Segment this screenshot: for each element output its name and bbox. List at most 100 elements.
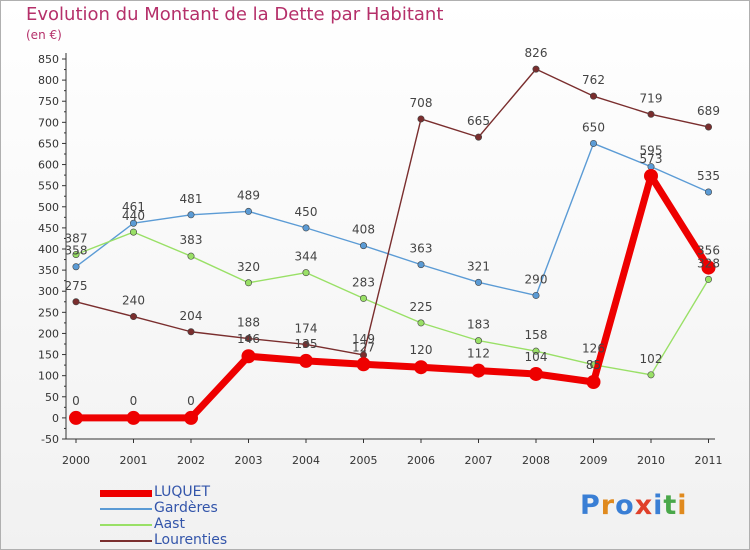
data-label: 762 (582, 73, 605, 87)
data-point (414, 360, 428, 375)
data-label: 149 (352, 332, 375, 346)
logo-letter: i (653, 490, 664, 521)
data-label: 321 (467, 259, 490, 273)
logo-letter: P (580, 490, 601, 521)
y-tick-label: 550 (38, 180, 59, 193)
logo-letter: x (634, 490, 654, 521)
legend-swatch (100, 489, 152, 497)
data-label: 383 (180, 233, 203, 247)
legend-label: Aast (154, 516, 185, 532)
data-label: 85 (586, 358, 601, 372)
x-tick-label: 2009 (580, 454, 608, 467)
chart-title: Evolution du Montant de la Dette par Hab… (26, 4, 444, 25)
y-tick-label: 400 (38, 243, 59, 256)
data-point (701, 260, 716, 275)
data-label: 708 (410, 96, 433, 110)
data-label: 387 (65, 231, 88, 245)
data-label: 595 (640, 144, 663, 158)
legend-label: Gardères (154, 500, 218, 516)
data-point (647, 371, 655, 379)
data-point (417, 261, 425, 269)
data-label: 225 (410, 300, 433, 314)
data-label: 204 (180, 309, 203, 323)
legend-label: Lourenties (154, 532, 228, 548)
y-tick-label: 600 (38, 159, 59, 172)
data-point (241, 349, 256, 364)
x-tick-label: 2002 (177, 454, 205, 467)
data-point (474, 278, 482, 286)
x-tick-label: 2005 (350, 454, 378, 467)
data-point (586, 375, 601, 389)
series-line-lourenties (75, 68, 709, 356)
y-tick-label: 300 (38, 285, 59, 298)
data-point (299, 353, 313, 368)
data-label: 183 (467, 318, 490, 332)
data-label: 0 (130, 394, 138, 408)
series-line-luquet (76, 172, 712, 422)
data-label: 719 (640, 91, 663, 105)
data-label: 826 (525, 46, 548, 60)
y-tick-label: 250 (38, 306, 59, 319)
logo-letter: t (663, 490, 678, 521)
y-tick-label: 850 (38, 53, 59, 66)
data-label: 135 (295, 337, 318, 351)
data-label: 127 (352, 340, 375, 354)
data-label: 320 (237, 260, 260, 274)
data-label: 126 (582, 342, 605, 356)
logo-letter: i (677, 490, 688, 521)
data-label: 489 (237, 188, 260, 202)
data-point (126, 410, 141, 425)
legend-swatch (100, 508, 152, 510)
x-tick-label: 2008 (522, 454, 550, 467)
data-label: 112 (467, 347, 490, 361)
data-label: 481 (180, 192, 203, 206)
data-point (474, 337, 482, 345)
data-label: 358 (65, 244, 88, 258)
proxiti-logo: Proxiti (580, 490, 688, 521)
data-label: 344 (295, 250, 318, 264)
data-point (704, 123, 712, 131)
data-point (187, 252, 195, 260)
legend-label: LUQUET (154, 484, 211, 500)
y-tick-label: 450 (38, 222, 59, 235)
x-tick-label: 2006 (407, 454, 435, 467)
y-tick-label: 800 (38, 74, 59, 87)
data-point (704, 188, 712, 196)
data-point (245, 207, 253, 215)
data-label: 275 (65, 279, 88, 293)
data-point (471, 363, 486, 378)
data-point (474, 133, 482, 141)
data-label: 146 (237, 332, 260, 346)
x-tick-label: 2010 (637, 454, 665, 467)
data-point (187, 211, 195, 219)
data-point (532, 347, 540, 355)
data-point (302, 224, 310, 232)
x-tick-label: 2011 (695, 454, 723, 467)
logo-letter: o (615, 490, 635, 521)
data-point (704, 275, 712, 283)
data-point (647, 110, 655, 118)
y-tick-label: 750 (38, 95, 59, 108)
data-label: 356 (697, 244, 720, 258)
y-tick-label: 150 (38, 349, 59, 362)
data-point (302, 269, 310, 277)
data-point (245, 279, 253, 287)
y-tick-label: 500 (38, 201, 59, 214)
data-point (72, 298, 80, 306)
data-label: 0 (187, 394, 195, 408)
y-tick-label: -50 (41, 433, 59, 446)
x-tick-label: 2001 (120, 454, 148, 467)
data-point (72, 263, 80, 271)
data-label: 665 (467, 114, 490, 128)
legend-swatch (100, 524, 152, 526)
series-line-gardères (75, 142, 709, 297)
data-label: 440 (122, 209, 145, 223)
legend-swatch (100, 540, 152, 542)
data-label: 689 (697, 104, 720, 118)
data-point (184, 410, 198, 425)
data-point (130, 228, 138, 236)
series-line-aast (75, 231, 710, 376)
data-point (359, 242, 367, 250)
data-point (359, 294, 367, 302)
